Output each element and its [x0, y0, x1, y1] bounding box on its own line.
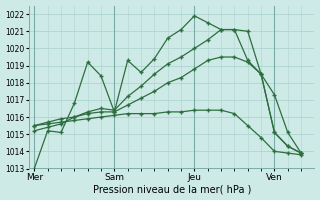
X-axis label: Pression niveau de la mer( hPa ): Pression niveau de la mer( hPa ) — [92, 184, 251, 194]
